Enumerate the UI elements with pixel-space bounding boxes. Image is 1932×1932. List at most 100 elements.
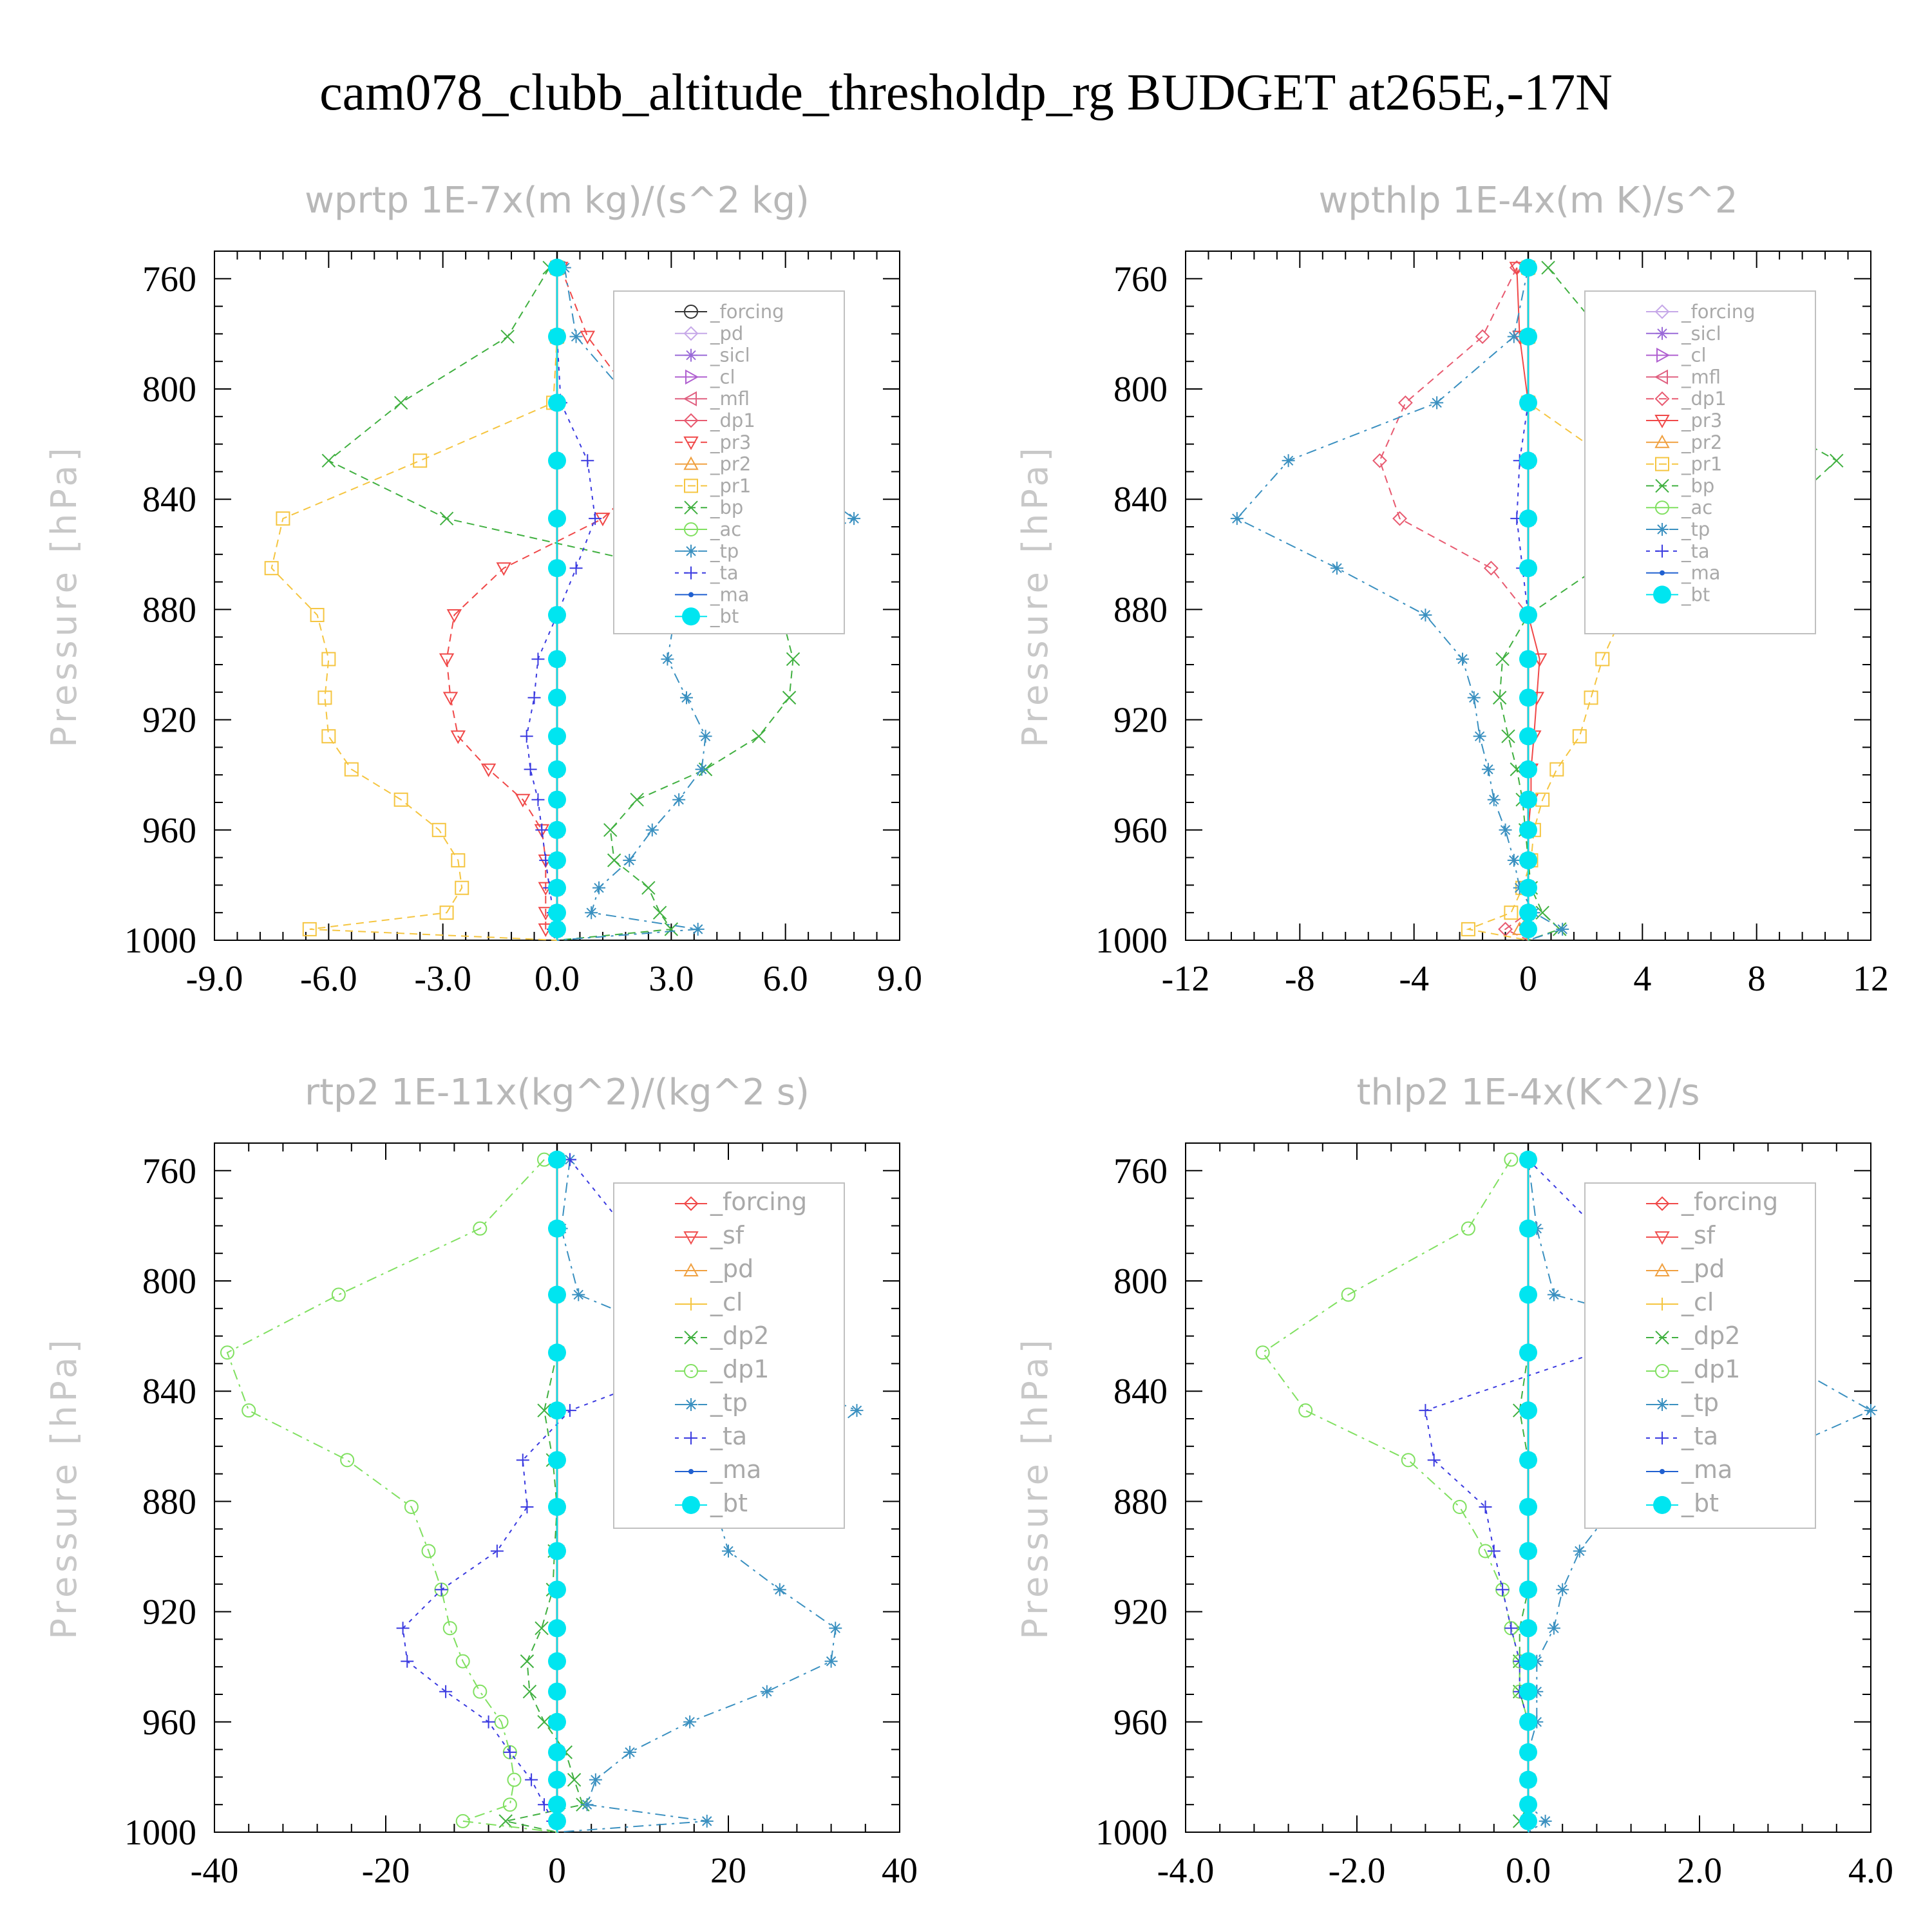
legend-label: _bt	[710, 605, 739, 627]
series-bt	[1519, 258, 1537, 940]
data-point	[1519, 1619, 1537, 1638]
legend-label: _dp1	[710, 410, 755, 431]
x-tick-label: 4	[1633, 959, 1651, 999]
data-point	[773, 1583, 786, 1596]
y-tick-label: 880	[1113, 1482, 1168, 1522]
y-tick-label: 920	[1113, 701, 1168, 741]
data-point	[264, 561, 279, 576]
data-point	[1519, 258, 1537, 277]
legend-item: _sicl	[675, 345, 750, 366]
series-line	[1379, 267, 1529, 941]
legend-item: _cl	[675, 366, 735, 388]
data-point	[1330, 562, 1343, 575]
legend-item: _mfl	[1646, 366, 1721, 388]
data-point	[1504, 1622, 1518, 1635]
series-line	[505, 1159, 584, 1833]
data-point	[1519, 851, 1537, 869]
data-point	[1519, 1343, 1537, 1362]
data-point	[1519, 727, 1537, 746]
series-bt	[1519, 1150, 1537, 1832]
legend-item: _sicl	[1646, 323, 1721, 345]
y-tick-label: 1000	[124, 921, 196, 961]
legend-marker	[684, 478, 698, 493]
y-tick-label: 1000	[1095, 921, 1168, 961]
y-tick-label: 960	[142, 1703, 196, 1743]
legend-item: _ta	[675, 1422, 747, 1450]
data-point	[446, 609, 462, 623]
series-line	[402, 1159, 746, 1833]
data-point	[1519, 327, 1537, 346]
data-point	[548, 451, 566, 470]
data-point	[520, 730, 533, 743]
data-point	[548, 1401, 566, 1420]
data-point	[1419, 1404, 1432, 1417]
legend-marker	[1655, 478, 1669, 493]
data-point	[1519, 1219, 1537, 1238]
data-point	[1519, 790, 1537, 809]
data-point	[500, 329, 515, 344]
legend-item: _tp	[675, 1388, 748, 1417]
panel-title: rtp2 1E-11x(kg^2)/(kg^2 s)	[305, 1072, 810, 1113]
legend-item: _bp	[675, 497, 743, 518]
x-tick-label: -20	[362, 1851, 410, 1891]
legend-label: _tp	[1681, 518, 1710, 540]
legend-label: _forcing	[1681, 1188, 1778, 1216]
y-tick-label: 920	[1113, 1593, 1168, 1633]
data-point	[548, 920, 566, 938]
legend-marker	[684, 522, 698, 536]
data-point	[1519, 1795, 1537, 1814]
series-line	[1236, 267, 1564, 941]
data-point	[548, 327, 566, 346]
data-point	[1401, 1453, 1416, 1468]
x-tick-label: 6.0	[763, 959, 808, 999]
data-point	[1556, 922, 1569, 936]
data-point	[1519, 509, 1537, 528]
legend-item: _dp2	[675, 1321, 769, 1350]
data-point	[1519, 878, 1537, 897]
data-point	[652, 905, 667, 920]
panel-4: thlp2 1E-4x(K^2)/s Pressure [hPa] 760 800 84…	[1015, 1072, 1893, 1891]
legend-item: _ac	[675, 518, 741, 540]
data-point	[572, 1288, 585, 1302]
data-point	[531, 652, 545, 666]
data-point	[1573, 1544, 1586, 1558]
legend-label: _ta	[710, 562, 739, 584]
legend-item: _tp	[1646, 1388, 1719, 1417]
y-tick-label: 840	[142, 480, 196, 520]
data-point	[413, 453, 428, 468]
data-point	[1492, 690, 1507, 705]
data-point	[603, 823, 618, 837]
data-point	[548, 605, 566, 624]
series-pr1	[264, 260, 564, 941]
legend-item: _ac	[1646, 497, 1712, 518]
data-point	[548, 1285, 566, 1304]
data-point	[502, 1797, 517, 1812]
legend-marker	[1655, 1331, 1669, 1345]
data-point	[1519, 904, 1537, 922]
legend-item: _bt	[1646, 583, 1710, 605]
data-point	[607, 853, 621, 867]
data-point	[548, 727, 566, 746]
legend-label: _forcing	[1681, 301, 1756, 323]
legend-box	[613, 1182, 845, 1529]
data-point	[569, 562, 583, 575]
data-point	[1539, 1814, 1552, 1828]
legend-marker	[685, 1398, 697, 1411]
series-dp2	[498, 1152, 590, 1833]
legend-label: _pd	[710, 1255, 753, 1283]
legend-label: _bt	[1681, 583, 1710, 605]
data-point	[1487, 1544, 1501, 1558]
legend-label: _cl	[710, 1288, 743, 1316]
data-point	[498, 1814, 513, 1828]
legend-label: _tp	[710, 540, 739, 562]
series-line	[226, 1159, 558, 1833]
y-axis-label: Pressure [hPa]	[44, 444, 84, 747]
legend-marker	[1660, 570, 1665, 576]
legend-label: _ma	[710, 1455, 761, 1484]
legend-marker	[682, 1496, 700, 1514]
legend-label: _sicl	[1681, 323, 1721, 345]
legend-item: _ta	[1646, 1422, 1718, 1450]
data-point	[548, 559, 566, 578]
data-point	[1519, 1497, 1537, 1516]
data-point	[1519, 760, 1537, 779]
